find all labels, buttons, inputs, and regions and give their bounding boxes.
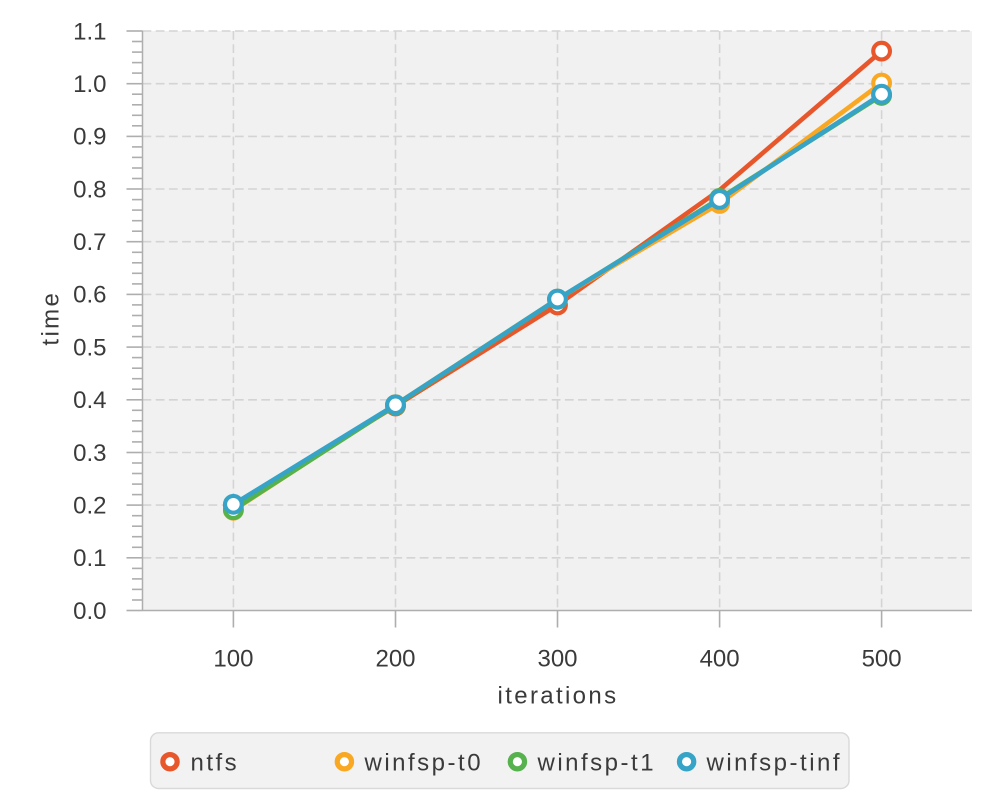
svg-text:winfsp-t0: winfsp-t0	[364, 750, 484, 777]
svg-text:winfsp-tinf: winfsp-tinf	[706, 750, 843, 777]
svg-text:0.0: 0.0	[73, 598, 106, 625]
svg-text:500: 500	[862, 646, 902, 673]
svg-text:0.6: 0.6	[73, 282, 106, 309]
svg-text:time: time	[37, 291, 64, 346]
svg-text:winfsp-t1: winfsp-t1	[537, 750, 657, 777]
svg-text:0.7: 0.7	[73, 229, 106, 256]
svg-text:300: 300	[537, 646, 577, 673]
svg-text:1.1: 1.1	[73, 18, 106, 45]
svg-text:200: 200	[375, 646, 415, 673]
svg-text:0.9: 0.9	[73, 124, 106, 151]
svg-text:1.0: 1.0	[73, 71, 106, 98]
svg-text:0.3: 0.3	[73, 440, 106, 467]
svg-text:iterations: iterations	[498, 683, 619, 710]
svg-text:0.2: 0.2	[73, 492, 106, 519]
svg-text:ntfs: ntfs	[191, 750, 240, 777]
svg-text:400: 400	[700, 646, 740, 673]
svg-text:0.4: 0.4	[73, 387, 106, 414]
svg-text:100: 100	[213, 646, 253, 673]
svg-text:0.5: 0.5	[73, 334, 106, 361]
svg-text:0.1: 0.1	[73, 545, 106, 572]
svg-text:0.8: 0.8	[73, 176, 106, 203]
